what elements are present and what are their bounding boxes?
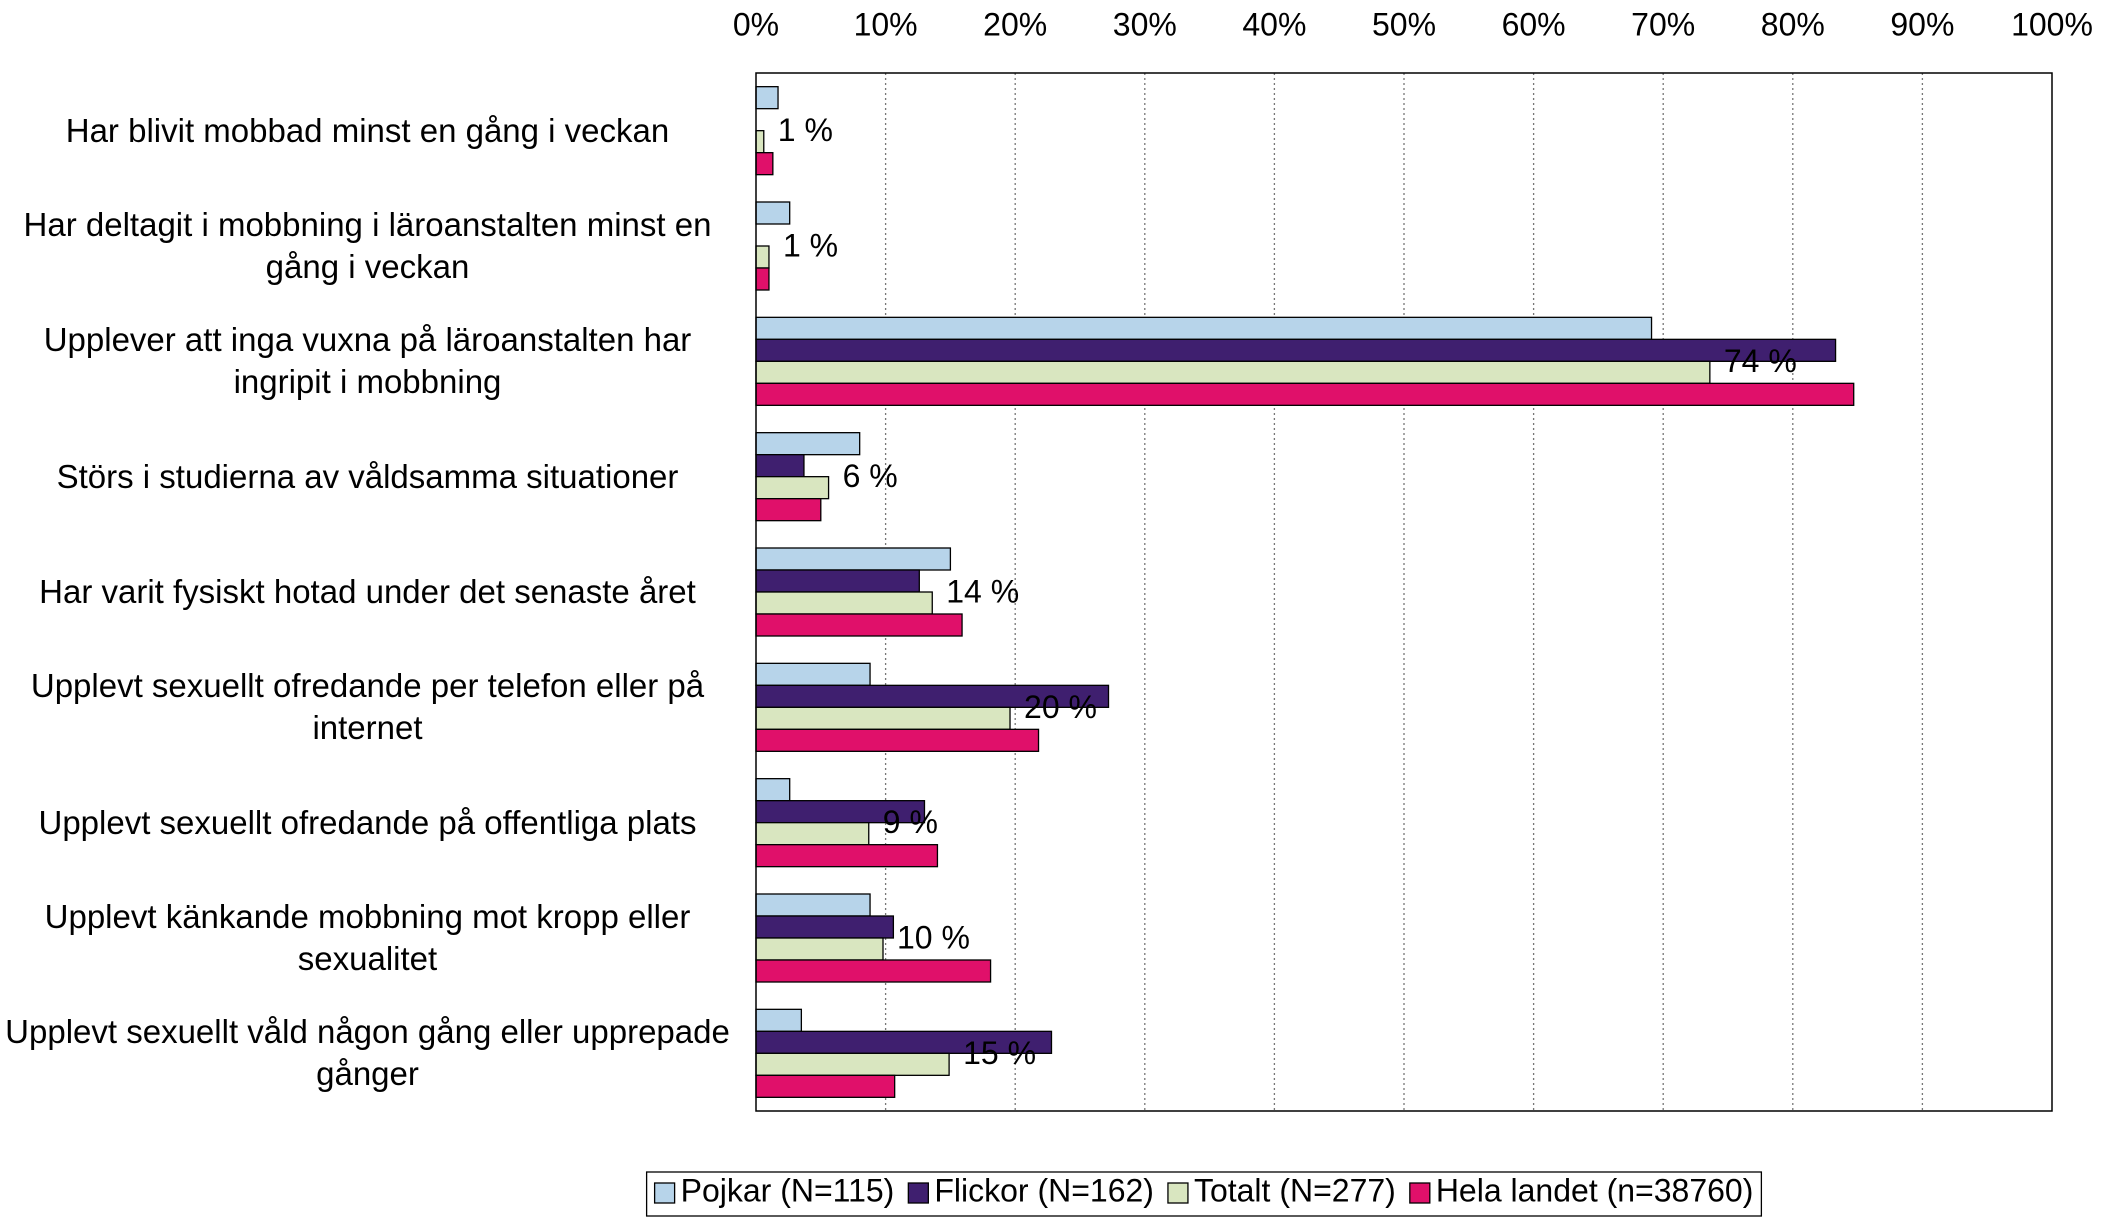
value-label: 9 % (883, 804, 938, 840)
value-label: 20 % (1024, 689, 1097, 725)
value-label: 10 % (897, 919, 970, 955)
bar (755, 454, 805, 478)
bar (755, 591, 933, 615)
y-tick-label: Upplever att inga vuxna på läroanstalten… (43, 321, 692, 401)
x-tick-label: 30% (1113, 6, 1177, 42)
x-tick-label: 70% (1631, 6, 1695, 42)
bar (755, 915, 895, 939)
legend-swatch (907, 1182, 929, 1204)
y-tick-label: Upplevt känkande mobbning mot kropp elle… (44, 898, 691, 977)
x-tick-label: 100% (2011, 6, 2093, 42)
x-tick-label: 40% (1242, 6, 1306, 42)
bar (755, 778, 791, 802)
y-tick-label: Har varit fysiskt hotad under det senast… (39, 573, 696, 610)
bar (755, 959, 992, 983)
value-label: 1 % (783, 227, 838, 263)
bar (755, 86, 779, 110)
value-label: 14 % (946, 573, 1019, 609)
bar (755, 338, 1837, 362)
bar (755, 844, 939, 868)
bar (755, 245, 770, 269)
bar (755, 937, 884, 961)
x-tick-label: 60% (1502, 6, 1566, 42)
y-tick-label: Störs i studierna av våldsamma situation… (56, 457, 679, 495)
bar (755, 1052, 950, 1076)
bar (755, 822, 870, 846)
bar (755, 498, 822, 522)
legend-label: Pojkar (N=115) (681, 1172, 895, 1208)
bar (755, 152, 774, 176)
x-tick-label: 20% (983, 6, 1047, 42)
bar (755, 547, 952, 571)
legend-label: Flickor (N=162) (934, 1172, 1154, 1208)
legend-label: Hela landet (n=38760) (1436, 1172, 1754, 1208)
y-tick-label: Upplevt sexuellt våld någon gång eller u… (5, 1013, 730, 1093)
value-label: 74 % (1724, 343, 1797, 379)
legend-swatch (653, 1182, 676, 1204)
bar (755, 662, 871, 686)
legend-box (645, 1171, 1763, 1217)
legend-label: Totalt (N=277) (1194, 1172, 1396, 1208)
bar (755, 569, 920, 593)
bar (755, 130, 765, 154)
bar (755, 382, 1855, 406)
bar (755, 432, 861, 456)
x-tick-label: 50% (1372, 6, 1436, 42)
y-tick-label: Har deltagit i mobbning i läroanstalten … (23, 206, 712, 285)
bar (755, 360, 1711, 384)
bar (755, 476, 830, 500)
value-label: 1 % (778, 112, 833, 148)
bar (755, 706, 1011, 730)
value-label: 6 % (843, 458, 898, 494)
value-label: 15 % (963, 1035, 1036, 1071)
bar (755, 201, 791, 225)
bar (755, 613, 963, 637)
x-tick-label: 90% (1890, 6, 1954, 42)
legend-swatch (1409, 1182, 1431, 1204)
bar (755, 267, 770, 291)
x-tick-label: 80% (1761, 6, 1825, 42)
bar (755, 893, 871, 917)
y-tick-label: Har blivit mobbad minst en gång i veckan (65, 111, 670, 149)
legend-swatch (1167, 1182, 1189, 1204)
x-tick-label: 10% (854, 6, 918, 42)
x-tick-label: 0% (733, 6, 779, 42)
bar (755, 1008, 803, 1032)
y-tick-label: Upplevt sexuellt ofredande per telefon e… (30, 667, 705, 747)
bar (755, 728, 1040, 752)
bar (755, 1074, 896, 1098)
y-tick-label: Upplevt sexuellt ofredande på offentliga… (38, 803, 697, 841)
plot-border (755, 72, 2053, 1112)
bar (755, 316, 1653, 340)
